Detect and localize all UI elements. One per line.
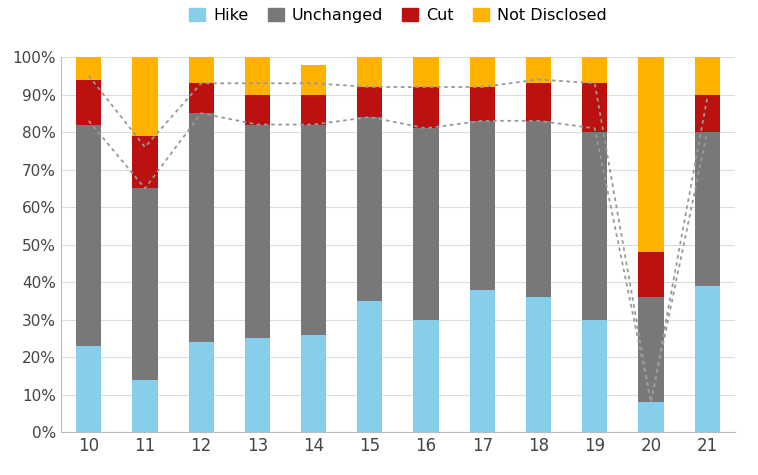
Bar — [245, 95, 270, 124]
Bar — [638, 252, 663, 297]
Bar — [470, 290, 495, 432]
Bar — [694, 95, 720, 132]
Bar — [133, 380, 158, 432]
Bar — [301, 124, 326, 335]
Bar — [582, 57, 607, 83]
Bar — [301, 65, 326, 95]
Bar — [76, 124, 102, 346]
Bar — [694, 132, 720, 286]
Bar — [357, 87, 383, 117]
Bar — [245, 57, 270, 95]
Bar — [357, 57, 383, 87]
Bar — [694, 57, 720, 95]
Legend: Hike, Unchanged, Cut, Not Disclosed: Hike, Unchanged, Cut, Not Disclosed — [183, 1, 613, 29]
Bar — [413, 128, 439, 320]
Bar — [413, 57, 439, 87]
Bar — [133, 188, 158, 380]
Bar — [301, 335, 326, 432]
Bar — [189, 83, 214, 114]
Bar — [245, 338, 270, 432]
Bar — [638, 297, 663, 402]
Bar — [76, 346, 102, 432]
Bar — [470, 57, 495, 87]
Bar — [582, 83, 607, 132]
Bar — [133, 136, 158, 189]
Bar — [189, 342, 214, 432]
Bar — [582, 320, 607, 432]
Bar — [470, 87, 495, 121]
Bar — [413, 320, 439, 432]
Bar — [357, 117, 383, 301]
Bar — [526, 57, 551, 83]
Bar — [582, 132, 607, 320]
Bar — [526, 83, 551, 121]
Bar — [526, 121, 551, 297]
Bar — [470, 121, 495, 290]
Bar — [76, 57, 102, 79]
Bar — [76, 79, 102, 124]
Bar — [133, 57, 158, 136]
Bar — [638, 402, 663, 432]
Bar — [694, 286, 720, 432]
Bar — [189, 57, 214, 83]
Bar — [357, 301, 383, 432]
Bar — [301, 95, 326, 124]
Bar — [245, 124, 270, 338]
Bar — [189, 114, 214, 342]
Bar — [638, 57, 663, 252]
Bar — [526, 297, 551, 432]
Bar — [413, 87, 439, 128]
